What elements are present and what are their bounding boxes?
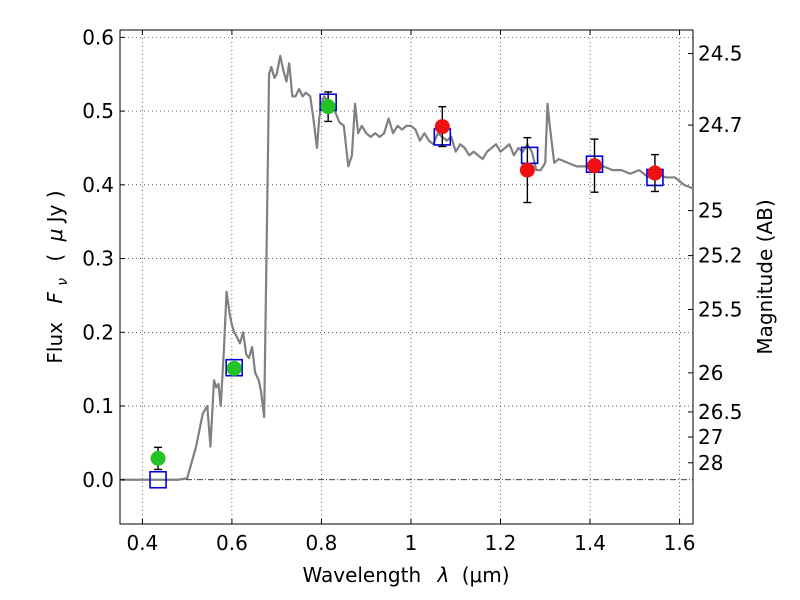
observed-flux-point <box>150 450 166 466</box>
y-tick-label: 0.0 <box>82 468 114 492</box>
y-tick-label: 0.6 <box>82 25 114 49</box>
y-axis-label: Flux F ν ( μ Jy ) <box>43 190 72 363</box>
y2-tick-label: 26 <box>698 361 723 385</box>
x-tick-label: 1.4 <box>574 531 606 555</box>
y-tick-label: 0.1 <box>82 394 114 418</box>
y2-tick-label: 24.7 <box>698 113 743 137</box>
observed-flux-point <box>434 119 450 135</box>
y-tick-label: 0.5 <box>82 99 114 123</box>
x-axis-label-symbol: λ <box>437 563 450 587</box>
y-axis-label-unit: Jy ) <box>43 190 67 224</box>
y-tick-label: 0.4 <box>82 173 114 197</box>
x-tick-label: 0.4 <box>126 531 158 555</box>
y2-tick-label: 28 <box>698 451 723 475</box>
y-axis-label-word: Flux <box>43 322 67 364</box>
y-axis-label-symbol: F <box>43 292 67 304</box>
y-axis-label-subscript: ν <box>55 278 71 286</box>
x-axis: 0.4 0.6 0.8 1 1.2 1.4 1.6 <box>126 30 695 555</box>
y-axis: 0.0 0.1 0.2 0.3 0.4 0.5 0.6 <box>82 25 125 492</box>
y2-tick-label: 25.2 <box>698 244 743 268</box>
observed-flux-point <box>226 360 242 376</box>
x-tick-label: 1.6 <box>664 531 696 555</box>
x-tick-label: 0.6 <box>216 531 248 555</box>
x-axis-label-word: Wavelength <box>302 563 421 587</box>
y-tick-label: 0.3 <box>82 247 114 271</box>
model-flux-square <box>149 470 167 489</box>
grid <box>120 30 693 524</box>
observed-flux-point <box>587 158 603 174</box>
x-tick-label: 1 <box>405 531 418 555</box>
observed-flux-point <box>519 162 535 178</box>
x-tick-label: 0.8 <box>306 531 338 555</box>
observed-flux-point <box>647 165 663 181</box>
x-axis-label: Wavelength λ (μm) <box>302 563 509 587</box>
y2-tick-label: 26.5 <box>698 400 743 424</box>
y-tick-label: 0.2 <box>82 320 114 344</box>
plot-area <box>119 29 694 525</box>
observed-flux-point <box>320 99 336 115</box>
y2-tick-label: 24.5 <box>698 42 743 66</box>
spectrum-line <box>120 54 694 481</box>
spectrum <box>120 54 694 481</box>
y2-tick-label: 25 <box>698 199 723 223</box>
y2-tick-label: 25.5 <box>698 297 743 321</box>
y-axis-label-mu: μ <box>43 229 67 243</box>
y2-axis-label: Magnitude (AB) <box>753 199 777 354</box>
y2-tick-label: 27 <box>698 425 723 449</box>
x-axis-label-unit: (μm) <box>462 563 510 587</box>
x-tick-label: 1.2 <box>485 531 517 555</box>
markers <box>149 91 664 489</box>
y-axis-label-open: ( <box>43 254 67 262</box>
